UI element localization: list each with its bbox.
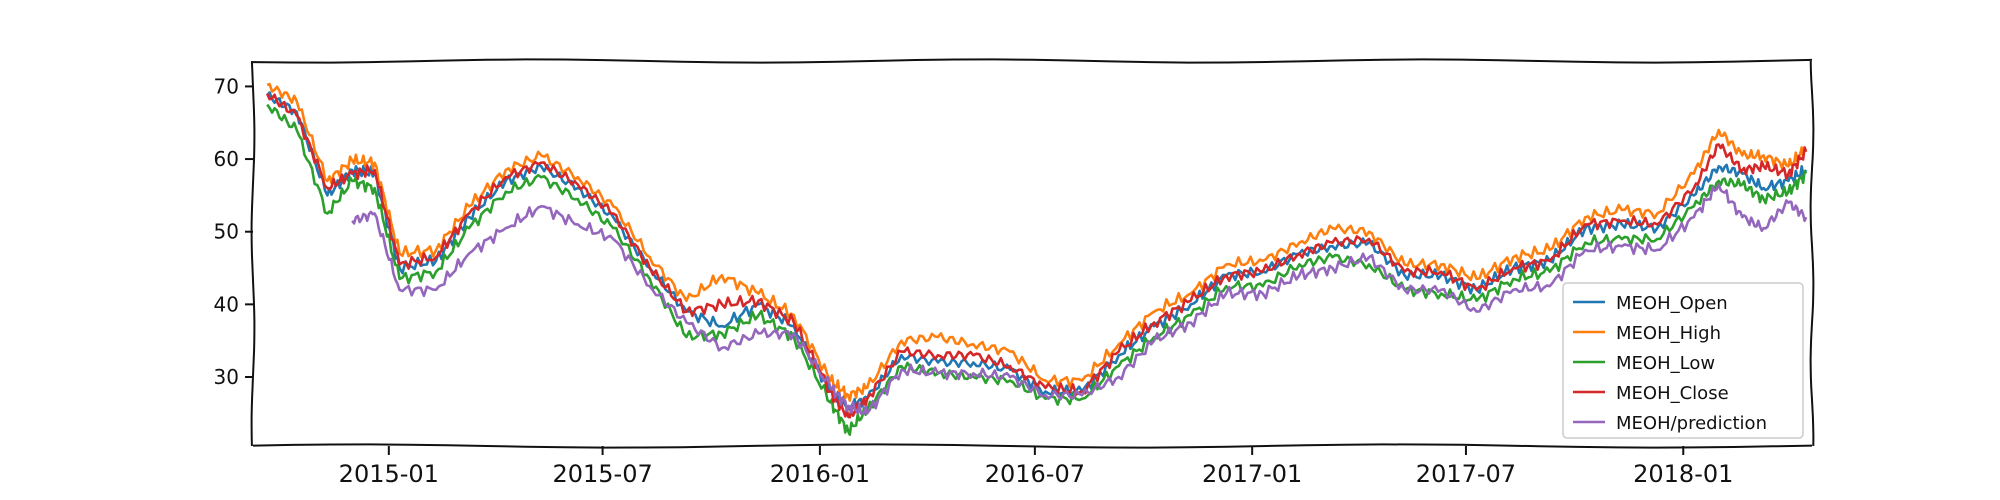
legend-label-meoh-close: MEOH_Close <box>1616 383 1729 404</box>
x-tick-label: 2015-07 <box>552 460 652 488</box>
x-axis: 2015-01 2015-07 2016-01 2016-07 2017-01 2017-… <box>339 446 1733 488</box>
series-line-meoh-low <box>266 103 1808 436</box>
x-tick-label: 2015-01 <box>339 460 439 488</box>
y-tick-label: 70 <box>214 74 239 98</box>
y-tick-label: 40 <box>214 292 239 316</box>
legend-label-meoh-low: MEOH_Low <box>1616 353 1715 374</box>
series-layer <box>266 82 1808 436</box>
plot-frame <box>250 58 1815 449</box>
y-tick-label: 50 <box>214 220 239 244</box>
series-line-meoh-close <box>266 93 1808 419</box>
y-tick-label: 30 <box>214 365 239 389</box>
legend: MEOH_Open MEOH_High MEOH_Low MEOH_Close MEOH… <box>1562 282 1804 439</box>
y-axis: 30 40 50 60 70 <box>214 74 253 389</box>
series-line-meoh-open <box>266 91 1808 411</box>
series-line-meoh-prediction <box>351 183 1808 415</box>
x-tick-label: 2017-01 <box>1202 460 1302 488</box>
x-tick-label: 2017-07 <box>1416 460 1516 488</box>
legend-label-meoh-prediction: MEOH/prediction <box>1616 413 1767 434</box>
x-tick-label: 2016-01 <box>770 460 870 488</box>
x-tick-label: 2018-01 <box>1633 460 1733 488</box>
legend-label-meoh-open: MEOH_Open <box>1616 293 1728 314</box>
x-tick-label: 2016-07 <box>985 460 1085 488</box>
legend-label-meoh-high: MEOH_High <box>1616 323 1721 344</box>
legend-box <box>1562 282 1804 439</box>
y-tick-label: 60 <box>214 147 239 171</box>
